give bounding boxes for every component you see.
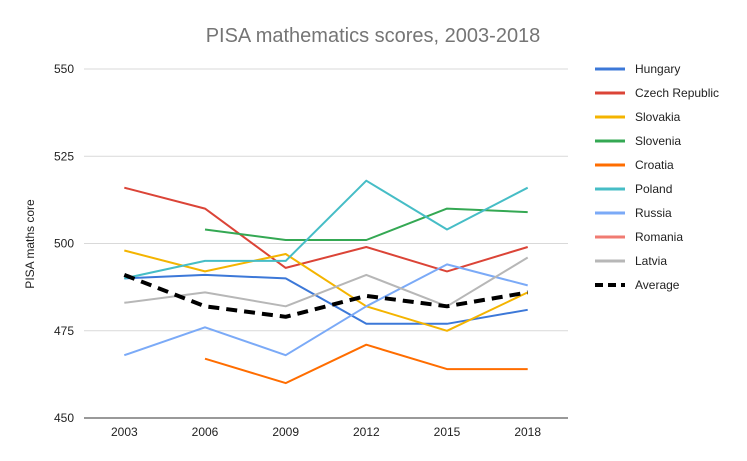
legend-label-slovakia: Slovakia — [635, 110, 681, 124]
legend-label-russia: Russia — [635, 206, 672, 220]
legend-label-slovenia: Slovenia — [635, 134, 681, 148]
y-axis-label: PISA maths core — [23, 199, 37, 289]
y-tick-label: 500 — [54, 237, 74, 251]
legend-label-latvia: Latvia — [635, 254, 667, 268]
y-tick-label: 450 — [54, 411, 74, 425]
x-tick-label: 2012 — [353, 425, 380, 439]
gridlines — [84, 68, 568, 419]
series-line-russia — [123, 263, 528, 357]
series-line-hungary — [124, 273, 528, 325]
series-line-latvia — [124, 256, 529, 308]
x-tick-label: 2009 — [272, 425, 299, 439]
chart-title: PISA mathematics scores, 2003-2018 — [206, 25, 541, 47]
x-tick-label: 2015 — [434, 425, 461, 439]
legend: Hungary Czech Republic Slovakia Slovenia Cro… — [595, 62, 719, 292]
x-tick-label: 2006 — [192, 425, 219, 439]
series-line-slovenia — [204, 207, 528, 241]
x-tick-label: 2018 — [514, 425, 541, 439]
y-tick-label: 550 — [54, 62, 74, 76]
x-tick-label: 2003 — [111, 425, 138, 439]
series-line-croatia — [204, 343, 528, 385]
series-line-poland — [124, 179, 529, 280]
y-tick-label: 475 — [54, 324, 74, 338]
legend-label-average: Average — [635, 278, 680, 292]
legend-label-hungary: Hungary — [635, 62, 680, 76]
legend-label-romania: Romania — [635, 230, 683, 244]
y-tick-label: 525 — [54, 149, 74, 163]
legend-label-czech-republic: Czech Republic — [635, 86, 719, 100]
series-line-slovakia — [124, 249, 529, 332]
series-line-czech-republic — [124, 186, 528, 273]
axis-ticks: 450 475 500 525 550 2003 2006 2009 2012 2015 2018 — [54, 62, 541, 439]
legend-label-poland: Poland — [635, 182, 672, 196]
legend-label-croatia: Croatia — [635, 158, 674, 172]
series-line-average — [123, 273, 529, 319]
series-lines — [123, 179, 529, 385]
